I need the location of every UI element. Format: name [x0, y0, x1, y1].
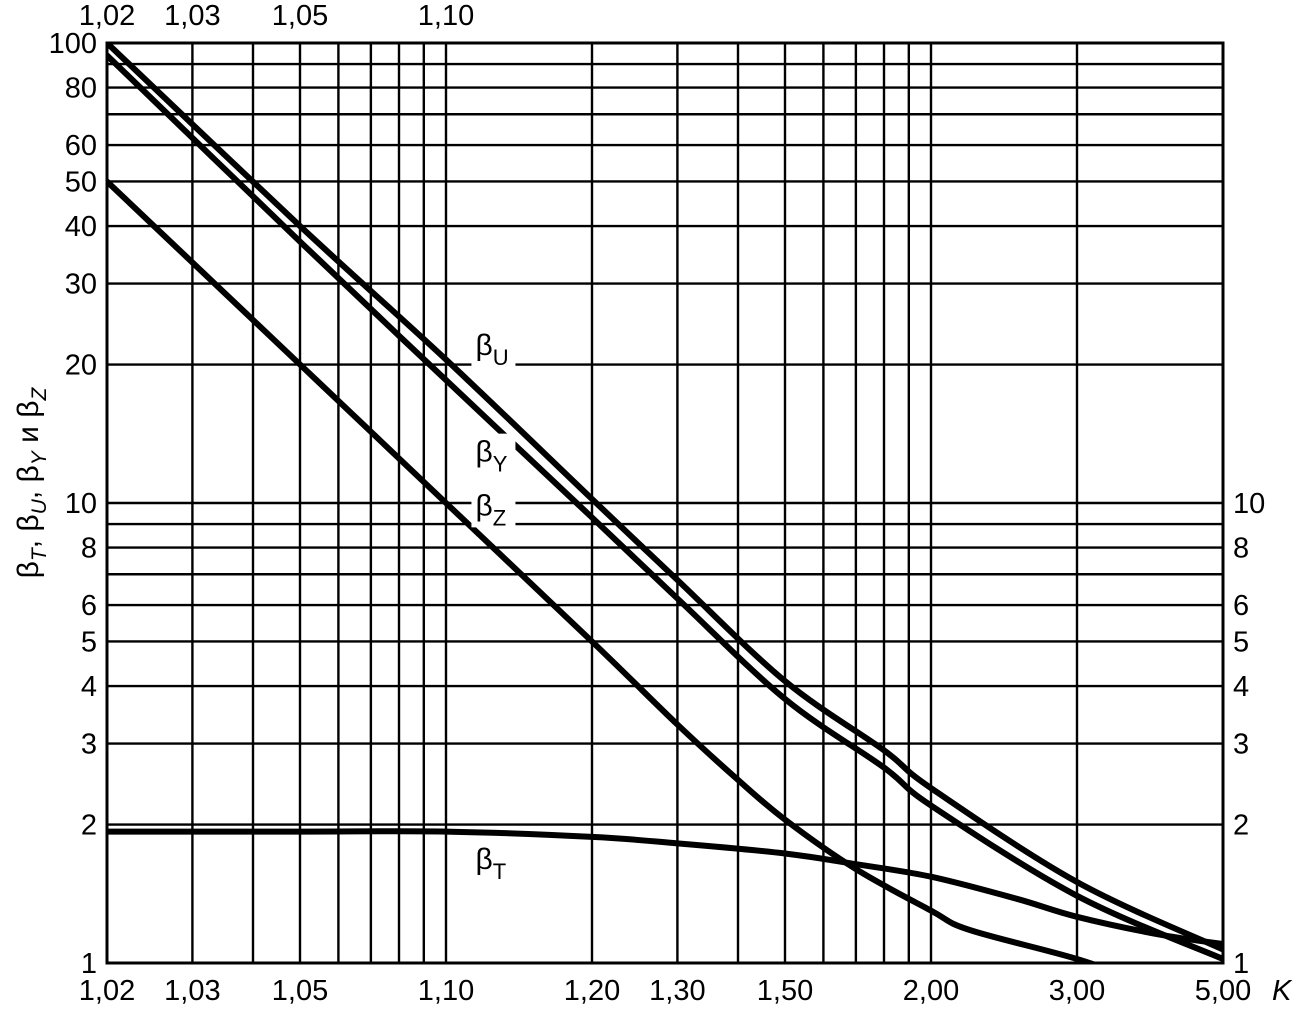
y-axis-label: βT, βU, βY и βZ — [12, 386, 51, 578]
x-tick-label-bottom: 1,10 — [418, 975, 474, 1007]
y-tick-label-left: 30 — [65, 269, 97, 301]
y-tick-label-left: 8 — [81, 533, 97, 565]
y-tick-label-left: 20 — [65, 350, 97, 382]
series-label-bg — [471, 326, 516, 367]
y-tick-label-right: 4 — [1233, 671, 1249, 703]
y-tick-label-left: 5 — [81, 626, 97, 658]
y-tick-label-left: 10 — [65, 488, 97, 520]
x-tick-label-bottom: 3,00 — [1049, 975, 1105, 1007]
y-tick-label-right: 5 — [1233, 626, 1249, 658]
y-tick-label-right: 1 — [1233, 948, 1249, 980]
series-line-u — [107, 43, 1223, 953]
x-axis-label: K — [1272, 975, 1293, 1007]
x-tick-label-bottom: 1,05 — [272, 975, 328, 1007]
x-tick-label-bottom: 5,00 — [1195, 975, 1251, 1007]
x-tick-label-top: 1,05 — [272, 0, 328, 32]
y-tick-label-left: 3 — [81, 729, 97, 761]
x-tick-label-top: 1,10 — [418, 0, 474, 32]
y-tick-label-left: 80 — [65, 73, 97, 105]
y-tick-label-left: 40 — [65, 211, 97, 243]
y-tick-label-left: 6 — [81, 590, 97, 622]
x-tick-label-bottom: 1,50 — [757, 975, 813, 1007]
x-tick-label-bottom: 1,20 — [564, 975, 620, 1007]
y-tick-label-right: 10 — [1233, 488, 1265, 520]
x-tick-label-bottom: 1,03 — [164, 975, 220, 1007]
x-tick-label-top: 1,02 — [79, 0, 135, 32]
series-label-bg — [471, 433, 516, 474]
y-tick-label-right: 8 — [1233, 533, 1249, 565]
x-tick-label-bottom: 2,00 — [903, 975, 959, 1007]
y-tick-label-left: 2 — [81, 810, 97, 842]
y-tick-label-left: 60 — [65, 130, 97, 162]
y-tick-label-left: 50 — [65, 166, 97, 198]
series-label-bg — [471, 487, 516, 528]
series-line-y — [107, 52, 1223, 962]
y-tick-label-left: 1 — [81, 948, 97, 980]
x-tick-label-bottom: 1,02 — [79, 975, 135, 1007]
series-line-z — [107, 178, 1100, 963]
y-tick-label-right: 2 — [1233, 810, 1249, 842]
series-label-bg — [471, 841, 516, 882]
x-tick-label-bottom: 1,30 — [649, 975, 705, 1007]
y-tick-label-left: 100 — [49, 28, 97, 60]
y-tick-label-left: 4 — [81, 671, 97, 703]
y-tick-label-right: 3 — [1233, 729, 1249, 761]
x-tick-label-top: 1,03 — [164, 0, 220, 32]
plot-frame — [105, 41, 1225, 965]
y-tick-label-right: 6 — [1233, 590, 1249, 622]
series-line-t — [107, 828, 1223, 947]
